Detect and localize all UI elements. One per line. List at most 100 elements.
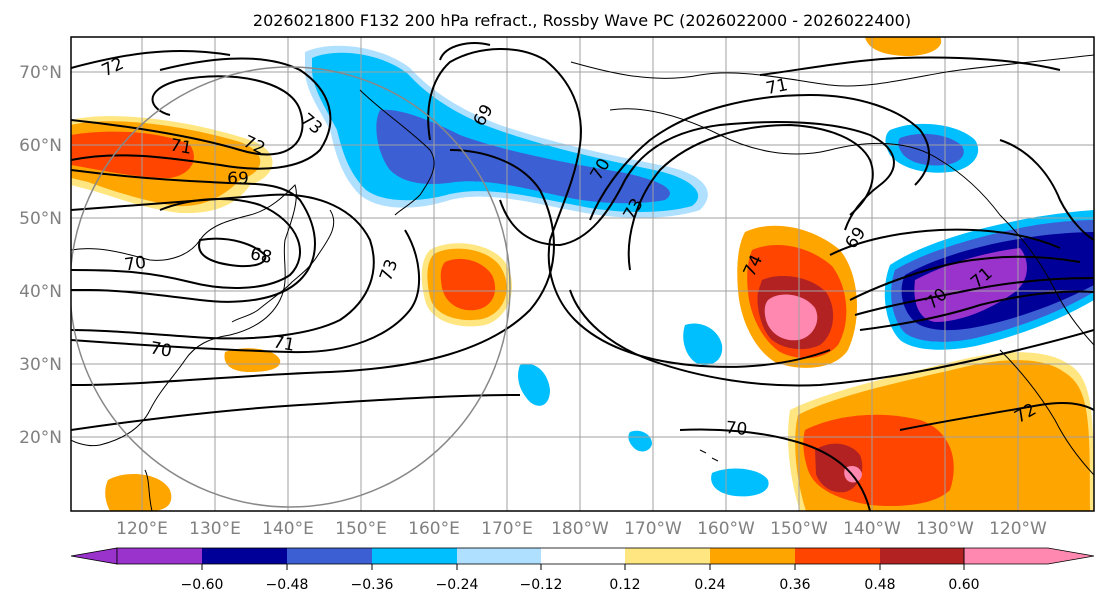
coastline-philippines [144, 469, 153, 511]
longitude-label: 170°E [481, 519, 533, 539]
colorbar-segment [541, 548, 625, 564]
latitude-label: 40°N [19, 282, 62, 302]
contour-line [71, 229, 421, 354]
contour-label: 68 [248, 244, 273, 268]
positive-anomaly-region [224, 348, 281, 372]
colorbar-segment [117, 548, 202, 564]
longitude-labels: 120°E 130°E 140°E 150°E 160°E 170°E 180°… [116, 519, 1047, 539]
contour-line [71, 49, 231, 69]
coastline-japan [231, 209, 335, 323]
contour-line [198, 237, 267, 268]
contour-line [71, 169, 316, 303]
negative-anomaly-region [914, 248, 1027, 322]
contour-label: 71 [271, 332, 296, 355]
longitude-label: 140°E [262, 519, 314, 539]
colorbar-tick-marks [201, 564, 965, 570]
longitude-label: 180°W [551, 519, 609, 539]
negative-anomaly-region [683, 323, 723, 366]
longitude-label: 160°W [697, 519, 755, 539]
contour-label: 71 [168, 135, 193, 158]
latitude-label: 50°N [19, 209, 62, 229]
reference-circle [71, 66, 511, 508]
contour-label: 71 [764, 75, 789, 99]
longitude-label: 150°E [335, 519, 387, 539]
coastline-east-asia [71, 184, 297, 447]
colorbar-tick-label: 0.60 [948, 577, 979, 593]
colorbar-segment [287, 548, 372, 564]
colorbar-segment [457, 548, 541, 564]
latitude-label: 60°N [19, 136, 62, 156]
shaded-fields [71, 37, 1094, 511]
colorbar-extend-left [70, 547, 118, 565]
latitude-labels: 70°N 60°N 50°N 40°N 30°N 20°N [19, 63, 62, 448]
contour-line [999, 139, 1094, 241]
positive-anomaly-region [865, 37, 942, 56]
contour-label: 69 [227, 169, 249, 189]
contour-line [71, 57, 332, 170]
colorbar-tick-label: −0.60 [181, 577, 224, 593]
longitude-label: 150°W [770, 519, 828, 539]
contour-line [849, 255, 1081, 301]
negative-anomaly-region [518, 363, 550, 406]
graticule [71, 37, 1094, 511]
contour-line [859, 290, 1094, 331]
negative-anomaly-region [376, 109, 670, 204]
longitude-label: 130°W [916, 519, 974, 539]
map-title: 2026021800 F132 200 hPa refract., Rossby… [253, 11, 911, 30]
longitude-label: 160°E [408, 519, 460, 539]
contour-label: 70 [148, 338, 173, 361]
contour-line [499, 121, 895, 247]
contour-line [71, 198, 301, 289]
colorbar-segment [880, 548, 964, 564]
contour-line [589, 93, 931, 221]
coastline-kamchatka [359, 89, 435, 216]
contour-line [71, 149, 555, 386]
coastline-arctic [570, 54, 1094, 87]
negative-anomaly-region [898, 133, 964, 166]
longitude-label: 140°W [843, 519, 901, 539]
contours [71, 42, 1094, 511]
positive-anomaly-region [764, 294, 818, 341]
positive-anomaly-region [440, 258, 496, 311]
latitude-label: 20°N [19, 428, 62, 448]
contour-line [899, 401, 1094, 431]
contour-line [829, 228, 1061, 256]
contour-label: 70 [123, 253, 147, 276]
colorbar-segment [202, 548, 287, 564]
longitude-label: 170°W [624, 519, 682, 539]
longitude-label: 120°E [116, 519, 168, 539]
contour-line [569, 289, 1094, 387]
contour-line [427, 48, 831, 368]
colorbar-tick-label: 0.24 [694, 577, 725, 593]
contour-label: 70 [725, 418, 748, 440]
longitude-label: 130°E [189, 519, 241, 539]
latitude-label: 70°N [19, 63, 62, 83]
colorbar: −0.60 −0.48 −0.36 −0.24 −0.12 0.12 0.24 … [70, 547, 1095, 593]
colorbar-tick-label: −0.48 [266, 577, 309, 593]
contour-line [71, 75, 304, 156]
colorbar-segment [710, 548, 795, 564]
colorbar-tick-label: 0.36 [779, 577, 810, 593]
contour-line [759, 56, 1061, 76]
contour-line [627, 123, 874, 271]
positive-anomaly-region [105, 474, 172, 511]
latitude-label: 30°N [19, 355, 62, 375]
negative-anomaly-region [628, 430, 652, 452]
colorbar-tick-label: −0.36 [351, 577, 394, 593]
colorbar-segment [372, 548, 457, 564]
coastline-hawaii [699, 449, 719, 462]
colorbar-segment [795, 548, 880, 564]
colorbar-extend-right [963, 547, 1095, 565]
colorbar-tick-label: 0.48 [864, 577, 895, 593]
colorbar-tick-label: −0.12 [520, 577, 563, 593]
colorbar-tick-label: −0.24 [436, 577, 479, 593]
negative-anomaly-region [711, 468, 769, 497]
contour-line [854, 277, 1094, 316]
longitude-label: 120°W [989, 519, 1047, 539]
colorbar-tick-label: 0.12 [609, 577, 640, 593]
contour-line [71, 394, 521, 431]
contour-line [71, 193, 375, 340]
contour-line [679, 428, 871, 511]
coastline-mexico [999, 349, 1094, 476]
